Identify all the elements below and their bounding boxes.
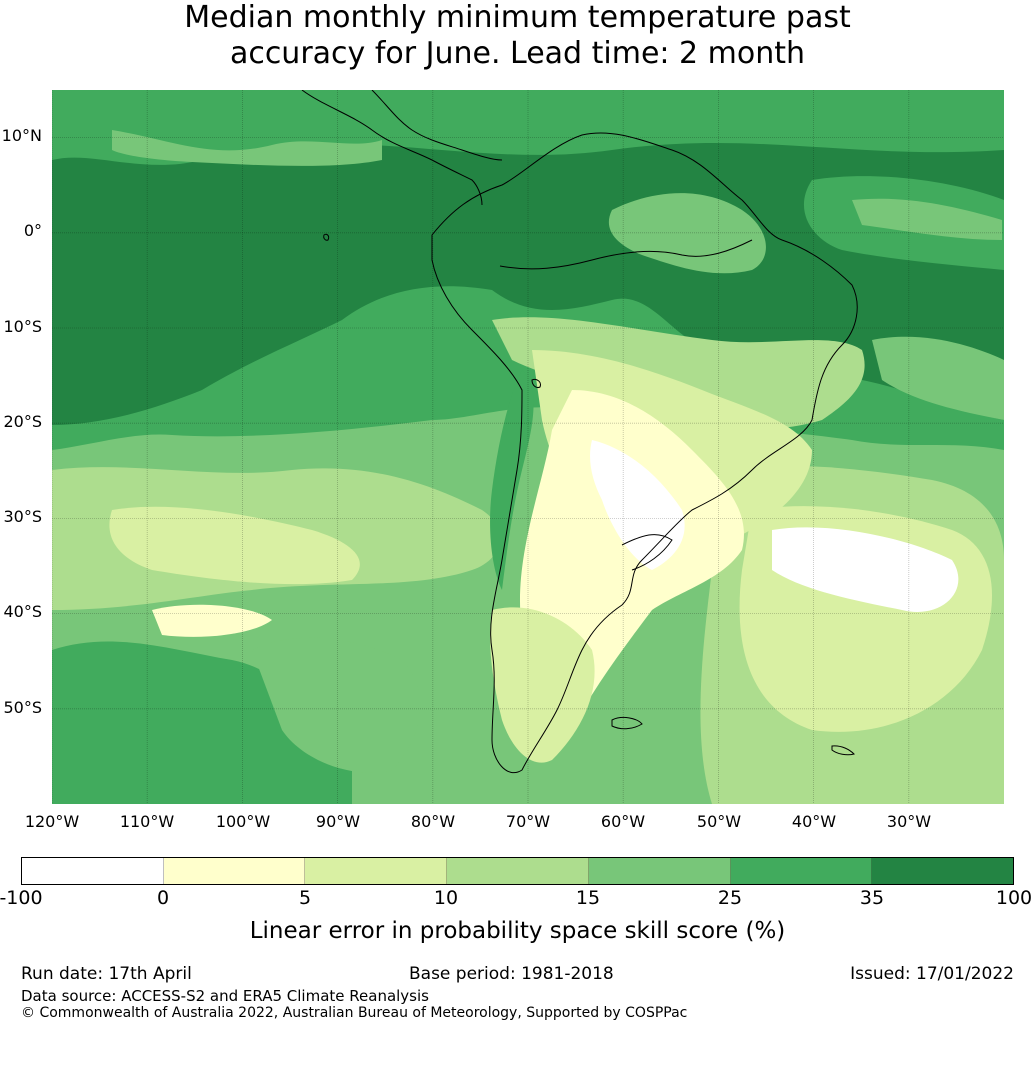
coastline-central-america (301, 90, 483, 206)
lon-tick-50w: 50°W (696, 812, 742, 831)
galapagos-islands (323, 233, 330, 241)
colorbar-segment-5 (730, 858, 873, 884)
data-source: Data source: ACCESS-S2 and ERA5 Climate … (21, 987, 429, 1005)
colorbar (21, 857, 1014, 885)
lat-tick-0: 0° (23, 221, 42, 240)
copyright: © Commonwealth of Australia 2022, Austra… (21, 1005, 688, 1021)
lon-tick-110w: 110°W (119, 812, 175, 831)
lon-tick-80w: 80°W (410, 812, 456, 831)
lat-tick-40s: 40°S (3, 602, 42, 621)
ocean-north-pale-patches (112, 130, 382, 166)
colorbar-tick-10: 10 (433, 887, 459, 909)
lat-tick-50s: 50°S (3, 698, 42, 717)
colorbar-segment-0 (22, 858, 164, 884)
falkland-islands (611, 716, 643, 730)
skill-score-map (52, 90, 1004, 804)
land-andes-green (490, 370, 534, 590)
colorbar-tick-100: 100 (995, 887, 1033, 909)
issued-date: Issued: 17/01/2022 (850, 964, 1014, 984)
base-period: Base period: 1981-2018 (409, 964, 614, 984)
colorbar-segment-3 (447, 858, 589, 884)
land-core-white (590, 440, 685, 570)
lon-tick-120w: 120°W (24, 812, 80, 831)
lat-tick-10n: 10°N (1, 126, 42, 145)
land-tropical-pale (608, 193, 766, 274)
title-line-1: Median monthly minimum temperature past (184, 0, 851, 35)
map-panel (52, 90, 1004, 804)
amazon-river (499, 239, 753, 270)
lat-tick-30s: 30°S (3, 507, 42, 526)
coastline-central-america-north (371, 90, 503, 161)
colorbar-tick-0: 0 (156, 887, 170, 909)
lon-tick-100w: 100°W (215, 812, 271, 831)
colorbar-tick-15: 15 (575, 887, 601, 909)
colorbar-segment-6 (872, 858, 1014, 884)
lon-tick-70w: 70°W (505, 812, 551, 831)
south-georgia (831, 745, 855, 756)
land-patagonia-light (490, 607, 595, 763)
colorbar-tick-5: 5 (298, 887, 312, 909)
chart-title: Median monthly minimum temperature past … (0, 0, 1035, 72)
lon-tick-60w: 60°W (600, 812, 646, 831)
colorbar-segment-1 (163, 858, 306, 884)
colorbar-tick-25: 25 (717, 887, 743, 909)
title-line-2: accuracy for June. Lead time: 2 month (229, 36, 806, 71)
lon-tick-40w: 40°W (791, 812, 837, 831)
ocean-east-mid-pale (872, 336, 1004, 420)
lake-titicaca (531, 379, 541, 388)
colorbar-segment-2 (305, 858, 448, 884)
ocean-southwest-pale (252, 637, 421, 773)
ocean-south-yellow-patch (152, 604, 272, 637)
colorbar-tick-neg100: -100 (0, 887, 43, 909)
colorbar-label: Linear error in probability space skill … (249, 918, 786, 944)
run-date: Run date: 17th April (21, 964, 192, 984)
lon-tick-90w: 90°W (315, 812, 361, 831)
land-brazil-pale (492, 317, 865, 429)
ocean-tropical-band (52, 90, 1004, 165)
ocean-southeast-white (772, 527, 959, 612)
rio-de-la-plata (621, 534, 673, 571)
ocean-east-pale (852, 198, 1002, 240)
colorbar-segment-4 (588, 858, 731, 884)
colorbar-tick-35: 35 (859, 887, 885, 909)
lat-tick-10s: 10°S (3, 317, 42, 336)
ocean-south-light-band (109, 506, 360, 585)
map-gridlines (52, 90, 1004, 804)
lon-tick-30w: 30°W (886, 812, 932, 831)
coastline-south-america (431, 132, 858, 773)
lat-tick-20s: 20°S (3, 412, 42, 431)
